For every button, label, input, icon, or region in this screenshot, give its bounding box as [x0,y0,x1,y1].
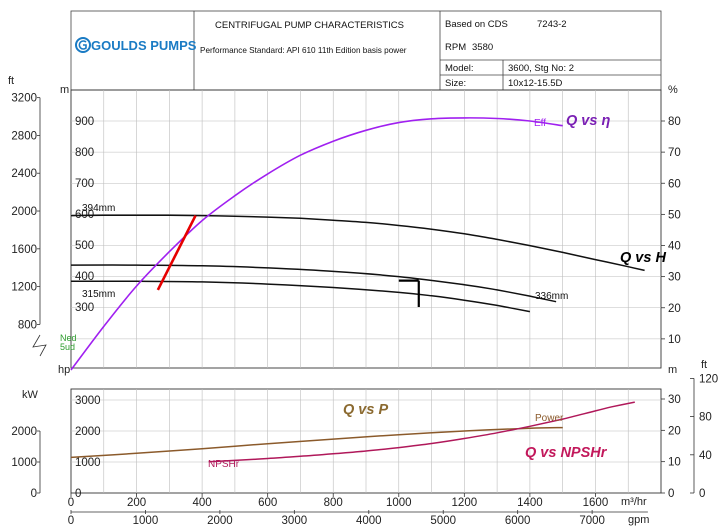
head-ft-unit: ft [8,75,14,87]
x-tick-label-gpm: 2000 [207,515,233,527]
flow-m3h-unit: m³/hr [621,496,647,508]
npsh-ft-tick-label: 40 [699,450,712,462]
series-line-336mm-head [70,264,557,303]
efficiency-tick-label: 40 [668,241,681,253]
curves-layer: 394mm 336mm 315mm Eff Power NPSHr [70,117,645,470]
npsh-m-tick-label: 20 [668,425,681,437]
head-ft-tick-label: 1200 [11,282,37,294]
model-value: 3600, Stg No: 2 [508,63,574,74]
logo-text: GOULDS PUMPS [91,38,197,53]
x-tick-label-gpm: 5000 [430,515,456,527]
head-m-tick-label: 700 [75,178,94,190]
rpm-value: 3580 [472,42,493,53]
head-m-unit: m [60,84,69,96]
power-kw-tick-label: 3000 [75,395,101,407]
x-tick-label-gpm: 6000 [505,515,531,527]
annotation-q-vs-p: Q vs P [343,402,388,418]
power-hp-tick-label: 0 [31,488,37,500]
model-label: Model: [445,63,474,74]
head-ft-tick-label: 2400 [11,168,37,180]
head-m-tick-label: 500 [75,240,94,252]
x-tick-label-m3h: 1400 [517,497,543,509]
series-line-315mm-head [70,280,531,313]
annotation-q-vs-h: Q vs H [620,250,666,266]
series-label-npshr: NPSHr [208,459,240,470]
series-label-power: Power [535,413,564,424]
power-kw-unit: kW [22,389,39,401]
size-value: 10x12-15.5D [508,78,563,89]
head-m-tick-label: 400 [75,271,94,283]
header-block: GOULDS PUMPS CENTRIFUGAL PUMP CHARACTERI… [70,10,662,91]
x-tick-label-gpm: 7000 [579,515,605,527]
min-flow-marker-line [156,214,197,291]
performance-standard: Performance Standard: API 610 11th Editi… [200,46,407,55]
series-label-336mm: 336mm [535,291,568,302]
npsh-ft-tick-label: 0 [699,488,705,500]
x-tick-label-m3h: 200 [127,497,146,509]
npsh-ft-tick-label: 80 [699,412,712,424]
x-tick-label-gpm: 4000 [356,515,382,527]
x-tick-label-gpm: 1000 [133,515,159,527]
power-kw-tick-label: 1000 [75,457,101,469]
upper-grid [71,90,661,368]
left-misc-label-b: 5ud [60,342,75,352]
x-tick-label-m3h: 1000 [386,497,412,509]
efficiency-tick-label: 50 [668,209,681,221]
series-label-315mm: 315mm [82,289,115,300]
left-misc-label-a: Ned [60,333,77,343]
power-kw-tick-label: 2000 [75,426,101,438]
x-tick-label-gpm: 0 [68,515,74,527]
head-m-tick-label: 900 [75,116,94,128]
npsh-m-tick-label: 30 [668,394,681,406]
size-label: Size: [445,78,466,89]
head-ft-tick-label: 2800 [11,130,37,142]
series-line-npshr-npshr [208,401,635,463]
annotation-q-vs-npshr: Q vs NPSHr [525,445,608,461]
series-label-394mm: 394mm [82,203,115,214]
series-label-eff: Eff [534,118,546,129]
power-kw-tick-label: 0 [75,488,81,500]
x-tick-label-m3h: 400 [193,497,212,509]
x-tick-label-m3h: 0 [68,497,74,509]
x-tick-label-m3h: 800 [324,497,343,509]
npsh-ft-unit: ft [701,359,707,371]
series-line-394mm-head [70,214,645,272]
x-tick-label-m3h: 1600 [583,497,609,509]
head-m-tick-label: 800 [75,147,94,159]
efficiency-tick-label: 20 [668,303,681,315]
efficiency-tick-label: 70 [668,147,681,159]
power-hp-tick-label: 2000 [11,426,37,438]
x-tick-label-m3h: 1200 [452,497,478,509]
head-m-tick-label: 300 [75,302,94,314]
head-ft-tick-label: 1600 [11,244,37,256]
based-on-value: 7243-2 [537,19,567,30]
chart-title: CENTRIFUGAL PUMP CHARACTERISTICS [215,20,404,31]
head-ft-tick-label: 3200 [11,93,37,105]
efficiency-tick-label: 60 [668,178,681,190]
annotation-q-vs-eta: Q vs η [566,113,610,129]
npsh-m-unit: m [668,364,677,376]
head-ft-tick-label: 2000 [11,206,37,218]
eff-unit: % [668,84,678,96]
efficiency-tick-label: 10 [668,334,681,346]
goulds-logo: GOULDS PUMPS [75,37,197,53]
npsh-m-tick-label: 0 [668,488,674,500]
series-line-eff-efficiency [70,117,563,371]
flow-gpm-unit: gpm [628,514,649,526]
npsh-m-tick-label: 10 [668,457,681,469]
axis-break-icon [32,334,47,357]
efficiency-tick-label: 30 [668,272,681,284]
rpm-label: RPM [445,42,466,53]
npsh-ft-tick-label: 120 [699,373,718,385]
x-tick-label-gpm: 3000 [282,515,308,527]
based-on-label: Based on CDS [445,19,508,30]
efficiency-tick-label: 80 [668,116,681,128]
series-line-power-power [70,426,563,459]
head-ft-tick-label: 800 [18,319,37,331]
x-tick-label-m3h: 600 [258,497,277,509]
power-hp-unit: hp [58,364,70,376]
power-hp-tick-label: 1000 [11,457,37,469]
